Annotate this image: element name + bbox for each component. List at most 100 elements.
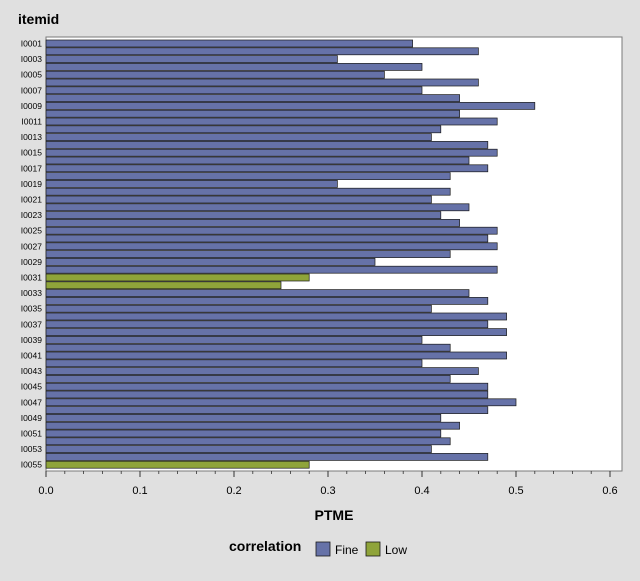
y-tick-label: I0047 [21,397,43,407]
bar-i0023 [45,211,442,219]
bar-i0035 [45,304,432,313]
x-axis-title: PTME [315,507,354,523]
y-tick-label: I0041 [21,351,43,361]
y-tick-label: I0015 [21,148,43,158]
bar-i0010 [45,109,460,118]
bars-layer [45,39,536,469]
bar-i0014 [45,141,489,149]
bar-i0051 [45,429,442,438]
y-tick-label: I0001 [21,39,43,49]
bar-i0007 [45,86,423,95]
x-tick-label: 0.2 [226,485,241,497]
bar-i0017 [45,164,489,173]
bar-i0049 [45,414,442,422]
bar-i0032 [45,281,282,290]
bar-i0048 [45,406,489,414]
bar-i0042 [45,359,423,368]
x-tick-label: 0.4 [414,485,429,497]
y-tick-label: I0039 [21,335,43,345]
bar-i0053 [45,445,432,453]
bar-i0036 [45,312,507,321]
bar-i0039 [45,336,423,344]
bar-i0028 [45,250,451,258]
bar-i0031 [45,273,310,282]
y-tick-label: I0045 [21,382,43,392]
y-tick-label: I0049 [21,413,43,423]
y-tick-label: I0017 [21,163,43,173]
y-tick-label: I0029 [21,257,43,267]
bar-i0030 [45,265,498,274]
y-tick-label: I0033 [21,288,43,298]
x-tick-label: 0.1 [132,485,147,497]
y-tick-label: I0009 [21,101,43,111]
legend-label-low: Low [385,543,407,557]
bar-i0043 [45,367,479,375]
y-tick-label: I0055 [21,460,43,470]
bar-i0040 [45,343,451,352]
y-tick-label: I0003 [21,54,43,64]
x-tick-label: 0.5 [508,485,523,497]
bar-i0004 [45,63,423,71]
bar-i0021 [45,195,432,204]
bar-i0052 [45,437,451,446]
legend: correlation Fine Low [229,538,407,557]
y-axis-title: itemid [18,11,59,27]
y-tick-label: I0051 [21,429,43,439]
y-tick-label: I0043 [21,366,43,376]
y-tick-label: I0019 [21,179,43,189]
bar-i0045 [45,382,489,391]
bar-i0008 [45,94,460,102]
bar-i0054 [45,453,489,461]
x-tick-label: 0.0 [38,485,53,497]
y-tick-label: I0011 [21,117,42,127]
y-tick-labels: I0001 I0003 I0005 I0007 I0009 I0011 I0013 I0015… [21,39,43,470]
y-tick-label: I0027 [21,241,43,251]
bar-i0003 [45,55,338,63]
bar-i0037 [45,320,489,329]
bar-i0047 [45,398,517,407]
bar-i0005 [45,70,385,79]
y-tick-label: I0021 [21,195,43,205]
bar-i0044 [45,375,451,383]
bar-i0024 [45,219,460,227]
y-tick-label: I0025 [21,226,43,236]
bar-i0041 [45,351,507,360]
bar-i0020 [45,187,451,196]
y-tick-label: I0053 [21,444,43,454]
bar-i0050 [45,421,460,430]
bar-i0011 [45,117,498,126]
bar-i0038 [45,328,507,336]
y-tick-label: I0013 [21,132,43,142]
bar-i0034 [45,297,489,305]
legend-swatch-low [365,541,381,557]
bar-i0029 [45,258,376,266]
bar-i0009 [45,102,536,110]
legend-swatch-fine [315,541,331,557]
bar-i0002 [45,47,479,56]
y-tick-label: I0005 [21,70,43,80]
x-tick-label: 0.6 [602,485,617,497]
bar-i0013 [45,133,432,141]
bar-i0033 [45,289,470,297]
bar-i0022 [45,203,470,212]
bar-i0006 [45,78,479,87]
bar-i0018 [45,172,451,180]
legend-title: correlation [229,538,301,554]
bar-i0046 [45,390,489,399]
bar-i0016 [45,156,470,165]
bar-i0001 [45,39,413,48]
y-tick-label: I0035 [21,304,43,314]
x-tick-label: 0.3 [320,485,335,497]
bar-i0015 [45,148,498,157]
legend-label-fine: Fine [335,543,359,557]
y-tick-label: I0031 [21,273,43,283]
x-tick-labels: 0.0 0.1 0.2 0.3 0.4 0.5 0.6 [38,471,618,497]
bar-i0012 [45,125,442,134]
bar-i0055 [45,460,310,469]
bar-i0025 [45,226,498,235]
bar-i0026 [45,234,489,243]
bar-i0019 [45,180,338,188]
y-tick-label: I0007 [21,85,43,95]
